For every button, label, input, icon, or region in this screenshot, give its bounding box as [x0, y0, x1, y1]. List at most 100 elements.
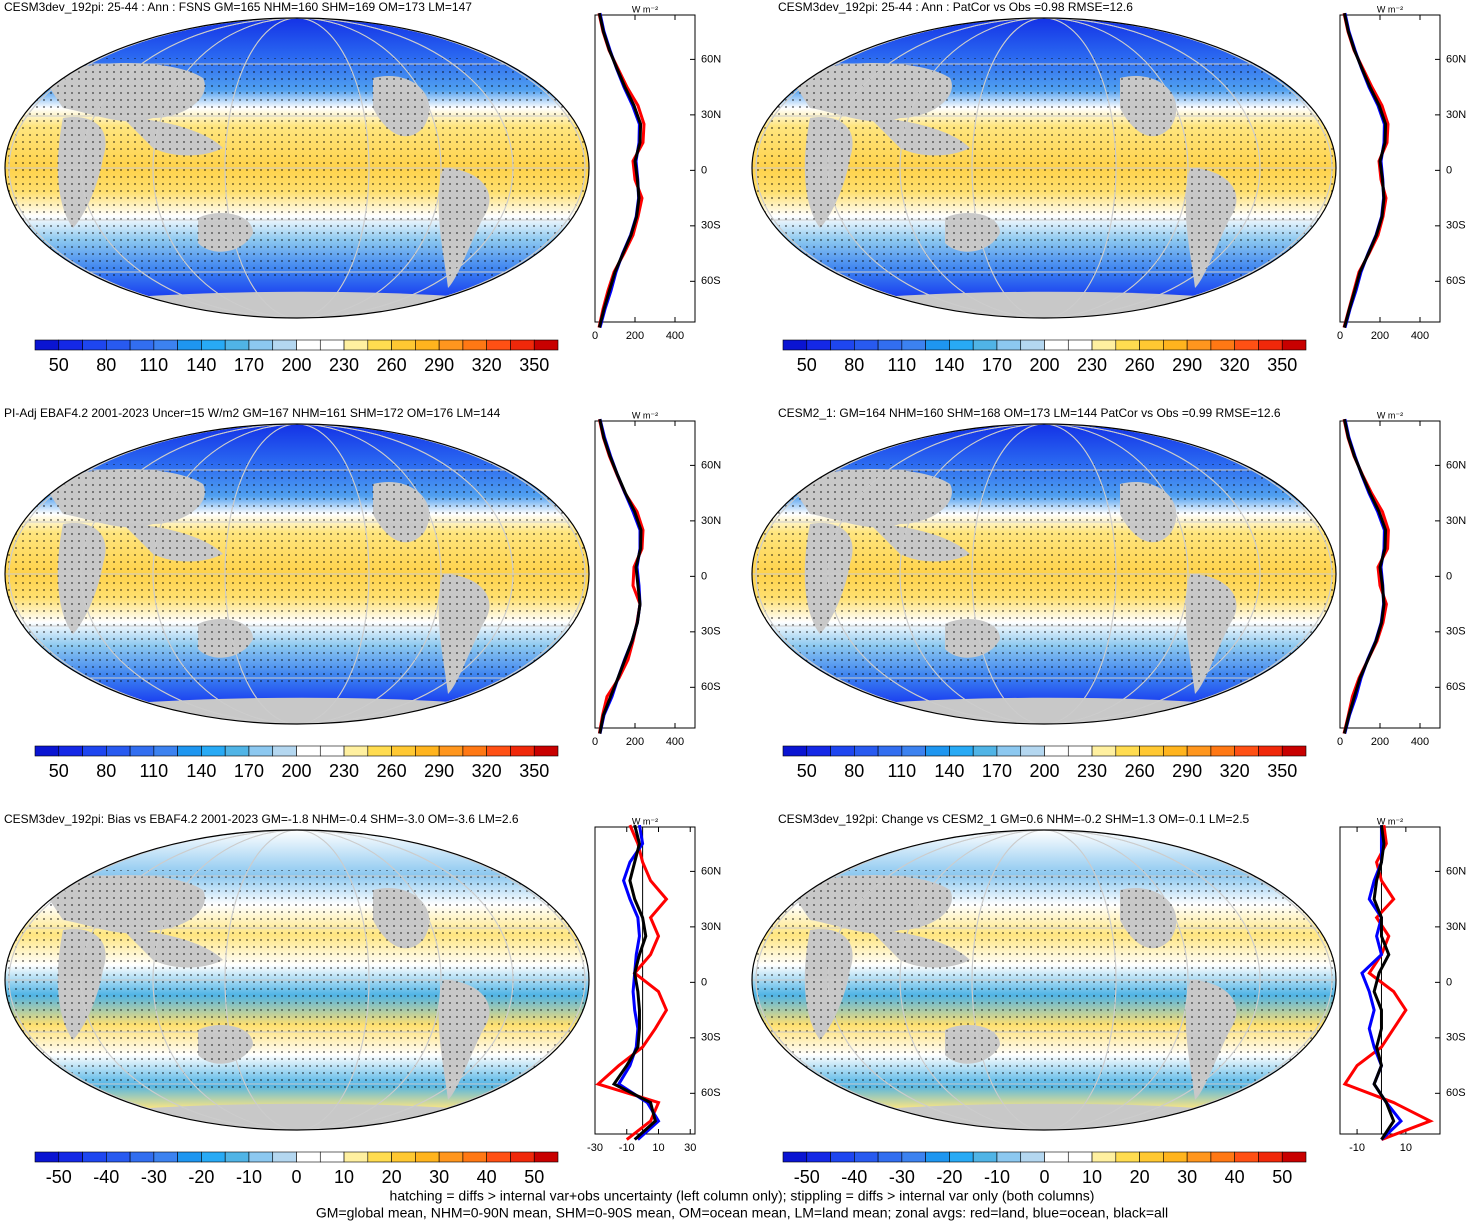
y-tick-label: 60N [1446, 865, 1466, 877]
colorbar-box [129, 1151, 155, 1163]
map-border [751, 423, 1337, 725]
colorbar-label: 170 [234, 355, 264, 375]
colorbar-box [58, 339, 83, 351]
y-tick-label: 0 [701, 976, 707, 988]
y-tick-label: 30S [1446, 626, 1466, 638]
zonal-line [1342, 824, 1434, 1141]
y-tick-label: 0 [1446, 164, 1452, 176]
panel: CESM3dev_192pi: 25-44 : Ann : FSNS GM=16… [4, 0, 721, 375]
y-tick-label: 30N [701, 515, 721, 527]
colorbar-box [901, 745, 926, 757]
colorbar-box [272, 1151, 297, 1163]
colorbar-label: 230 [329, 355, 359, 375]
x-tick-label: 0 [1337, 736, 1343, 748]
colorbar-label: 350 [1267, 761, 1297, 781]
y-tick-label: 60S [701, 681, 721, 693]
colorbar-label: -10 [984, 1167, 1010, 1187]
zonal-line [611, 824, 657, 1141]
colorbar-box [391, 339, 416, 351]
colorbar-box [1163, 1151, 1188, 1163]
y-tick-label: 30N [1446, 921, 1466, 933]
colorbar-label: -10 [236, 1167, 262, 1187]
colorbar-box [925, 1151, 950, 1163]
colorbar-box [806, 1151, 831, 1163]
colorbar-box [106, 1151, 131, 1163]
colorbar-box [201, 339, 226, 351]
colorbar-label: 320 [472, 761, 502, 781]
map [5, 424, 589, 724]
map-border [4, 829, 590, 1131]
x-tick-label: 0 [592, 330, 598, 342]
colorbar-box [1234, 1151, 1259, 1163]
colorbar-box [1091, 339, 1117, 351]
colorbar-box [1163, 745, 1188, 757]
colorbar-box [510, 339, 535, 351]
colorbar-box [248, 1151, 274, 1163]
colorbar-box [1139, 745, 1164, 757]
colorbar-box [1210, 1151, 1235, 1163]
y-tick-label: 30S [1446, 220, 1466, 232]
colorbar-box [438, 339, 464, 351]
colorbar-label: 290 [1172, 355, 1202, 375]
colorbar-box [486, 339, 511, 351]
colorbar-label: 50 [797, 355, 817, 375]
colorbar-box [415, 745, 440, 757]
colorbar-label: -50 [794, 1167, 820, 1187]
colorbar-label: 200 [281, 761, 311, 781]
colorbar-box [949, 1151, 974, 1163]
colorbar-box [1044, 339, 1069, 351]
y-tick-label: 0 [1446, 570, 1452, 582]
colorbar-label: 110 [140, 355, 169, 375]
panel: CESM3dev_192pi: 25-44 : Ann : PatCor vs … [751, 0, 1466, 375]
colorbar-label: 10 [334, 1167, 354, 1187]
colorbar-box [367, 745, 392, 757]
colorbar-box [1020, 339, 1045, 351]
colorbar-box [296, 745, 321, 757]
colorbar-box [319, 745, 345, 757]
colorbar-box [343, 745, 369, 757]
panel: PI-Adj EBAF4.2 2001-2023 Uncer=15 W/m2 G… [4, 406, 721, 781]
colorbar-box [319, 1151, 345, 1163]
colorbar-box [972, 339, 998, 351]
y-tick-label: 30S [701, 1032, 721, 1044]
panel-title: CESM2_1: GM=164 NHM=160 SHM=168 OM=173 L… [778, 406, 1281, 420]
colorbar-box [129, 339, 155, 351]
colorbar-label: 230 [1077, 761, 1107, 781]
colorbar-box [58, 745, 83, 757]
colorbar-box [782, 1151, 808, 1163]
panel-title: CESM3dev_192pi: Change vs CESM2_1 GM=0.6… [778, 812, 1250, 826]
colorbar-box [34, 1151, 60, 1163]
colorbar-label: 230 [329, 761, 359, 781]
colorbar-box [1281, 1151, 1307, 1163]
colorbar-label: 200 [1029, 355, 1059, 375]
colorbar-box [996, 339, 1022, 351]
zonal-frame [594, 420, 696, 729]
colorbar-box [1139, 1151, 1164, 1163]
colorbar-label: 110 [888, 761, 917, 781]
y-tick-label: 60S [1446, 275, 1466, 287]
colorbar-label: 170 [982, 761, 1012, 781]
panel: CESM2_1: GM=164 NHM=160 SHM=168 OM=173 L… [751, 406, 1466, 781]
map-border [4, 423, 590, 725]
colorbar-label: -30 [889, 1167, 915, 1187]
colorbar-label: 10 [1082, 1167, 1102, 1187]
colorbar-label: 260 [377, 761, 407, 781]
colorbar-box [1044, 745, 1069, 757]
colorbar-box [877, 339, 903, 351]
colorbar-box [949, 339, 974, 351]
colorbar-label: 80 [844, 761, 864, 781]
x-tick-label: -10 [619, 1142, 635, 1154]
colorbar-box [806, 339, 831, 351]
panel-title: CESM3dev_192pi: Bias vs EBAF4.2 2001-202… [4, 812, 519, 826]
colorbar-box [272, 339, 297, 351]
colorbar-box [367, 1151, 392, 1163]
colorbar-label: 230 [1077, 355, 1107, 375]
colorbar-box [438, 1151, 464, 1163]
colorbar-box [224, 1151, 250, 1163]
colorbar-box [1186, 745, 1212, 757]
colorbar-box [854, 339, 879, 351]
zonal-line [616, 824, 661, 1141]
x-tick-label: 200 [1371, 736, 1389, 748]
colorbar-box [925, 339, 950, 351]
colorbar-box [106, 745, 131, 757]
